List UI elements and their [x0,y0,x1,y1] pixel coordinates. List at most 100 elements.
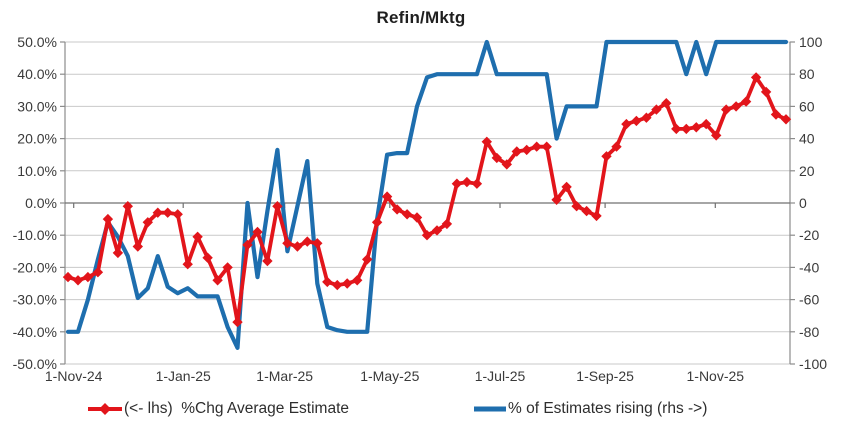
y-left-tick-label: 30.0% [17,98,57,114]
diamond-marker [192,231,203,242]
diamond-marker [132,241,143,252]
diamond-marker [411,212,423,223]
diamond-marker [312,238,323,249]
y-right-tick-label: 20 [799,163,815,179]
diamond-marker [152,207,163,218]
diamond-marker [292,241,303,252]
diamond-marker [371,217,383,228]
y-right-tick-label: 80 [799,66,815,82]
diamond-marker [711,130,722,141]
diamond-marker [381,191,393,202]
diamond-marker [202,252,213,263]
y-axis-right: 100 80 60 40 20 0 -20 -40 -60 -80 -100 [789,34,827,372]
diamond-marker [391,204,403,215]
diamond-marker [431,225,443,236]
diamond-marker [352,275,363,286]
legend-item-rhs: % of Estimates rising (rhs ->) [474,396,707,422]
diamond-marker [122,201,133,212]
diamond-marker [521,144,532,156]
diamond-marker [611,141,622,152]
diamond-marker [511,146,522,157]
diamond-marker [491,152,502,164]
y-left-tick-label: 0.0% [25,195,57,211]
diamond-marker [252,226,263,238]
diamond-marker [750,72,762,83]
x-tick-label: 1-Nov-24 [45,368,103,384]
diamond-marker [770,109,782,120]
diamond-marker [262,255,273,267]
red-diamond-line-icon [88,403,122,415]
y-left-tick-label: -20.0% [13,259,57,275]
diamond-marker [780,114,792,125]
x-tick-label: 1-May-25 [360,368,419,384]
x-tick-label: 1-Jan-25 [156,368,211,384]
diamond-marker [182,259,193,270]
diamond-marker [541,141,552,152]
diamond-marker [82,271,94,283]
blue-line-icon [474,406,506,412]
x-tick-label: 1-Jul-25 [475,368,526,384]
y-left-tick-label: 50.0% [17,34,57,50]
diamond-marker [401,209,413,220]
y-left-tick-label: 20.0% [17,131,57,147]
diamond-marker [142,217,153,228]
diamond-marker [581,205,592,217]
diamond-marker [471,178,483,189]
chart-title: Refin/Mktg [376,8,466,27]
diamond-marker [681,123,692,135]
y-left-tick-label: -40.0% [13,324,57,340]
y-right-tick-label: 100 [799,34,823,50]
diamond-marker [760,86,772,98]
y-right-tick-label: -60 [799,292,819,308]
diamond-marker [272,201,283,212]
diamond-marker [332,279,343,291]
diamond-marker [232,316,243,328]
y-right-tick-label: -40 [799,259,819,275]
legend-label-rhs: % of Estimates rising (rhs ->) [508,400,708,417]
diamond-marker [701,118,712,130]
y-right-tick-label: -20 [799,227,819,243]
y-left-tick-label: 40.0% [17,66,57,82]
diamond-marker [730,101,742,112]
x-tick-label: 1-Mar-25 [256,368,313,384]
diamond-marker [162,207,173,218]
diamond-marker [481,136,492,147]
diamond-marker [421,230,433,241]
y-left-tick-label: -10.0% [13,227,57,243]
diamond-marker [362,254,373,265]
y-right-tick-label: -100 [799,356,827,372]
diamond-marker [601,151,612,162]
diamond-marker [641,112,652,123]
x-axis: 1-Nov-24 1-Jan-25 1-Mar-25 1-May-25 1-Jul-25… [45,202,790,384]
diamond-marker [591,210,602,222]
diamond-marker [302,236,313,247]
diamond-marker [551,194,562,205]
rhs-series-line [65,39,789,350]
diamond-marker [102,213,114,225]
x-tick-label: 1-Sep-25 [576,368,634,384]
y-axis-left: 50.0% 40.0% 30.0% 20.0% 10.0% 0.0% -10.0% -20.0… [13,34,66,372]
diamond-marker [322,276,333,288]
diamond-marker [282,238,293,249]
diamond-marker [571,201,582,212]
diamond-marker [740,96,752,107]
diamond-marker [501,159,512,170]
y-right-tick-label: 0 [799,195,807,211]
diamond-marker [222,262,233,273]
diamond-marker [651,104,662,115]
legend-item-lhs: (<- lhs) %Chg Average Estimate [88,396,349,422]
diamond-marker [242,239,253,251]
diamond-marker [72,275,84,286]
diamond-marker [62,271,74,283]
diamond-marker [172,209,183,220]
diamond-marker [671,123,682,135]
y-right-tick-label: 60 [799,98,815,114]
diamond-marker [631,115,642,127]
y-right-tick-label: -80 [799,324,819,340]
diamond-marker [461,176,473,188]
y-left-tick-label: -30.0% [13,292,57,308]
diamond-marker [212,275,223,286]
diamond-marker [621,118,632,130]
